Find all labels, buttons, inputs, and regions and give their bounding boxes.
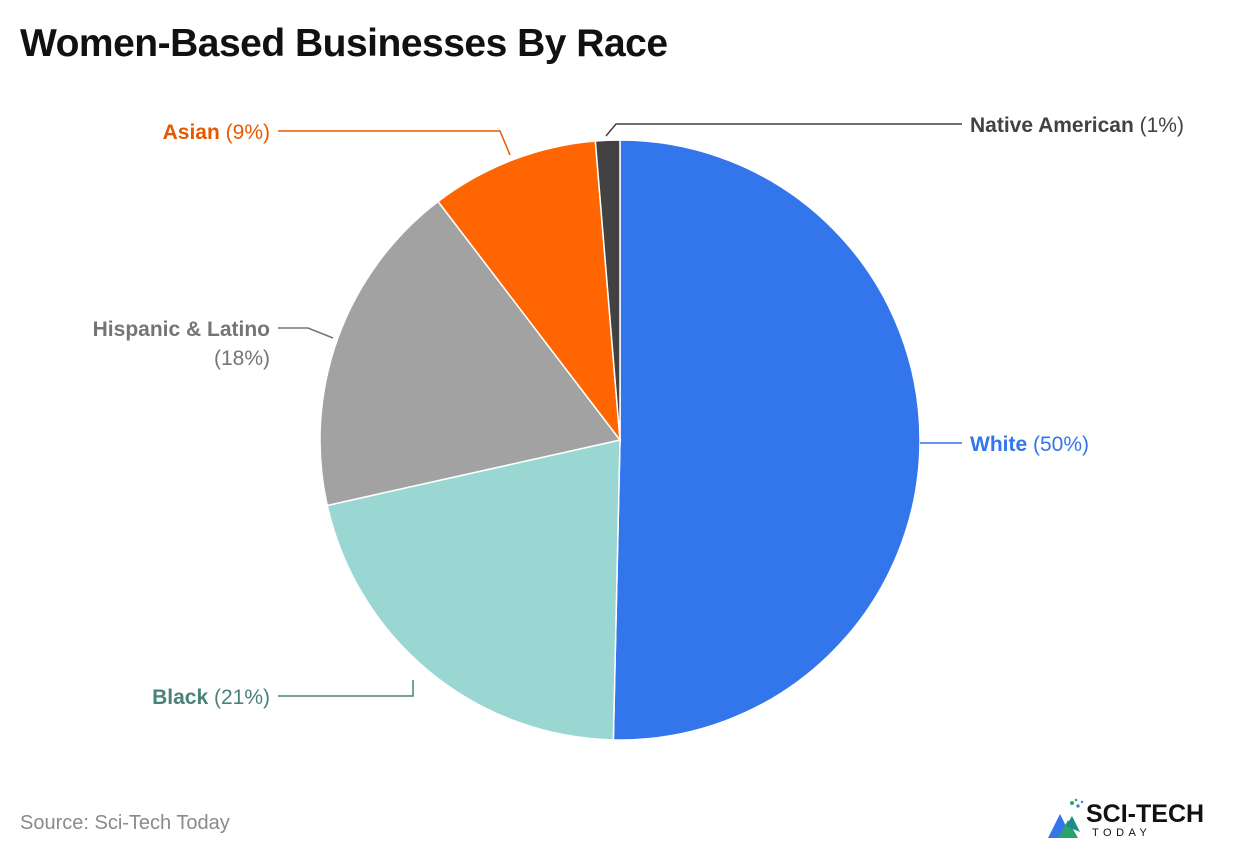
- logo-subtitle: TODAY: [1092, 827, 1152, 839]
- chart-title: Women-Based Businesses By Race: [20, 22, 668, 65]
- pie-slice-black: [326, 439, 621, 741]
- slice-label-native-american: Native American (1%): [970, 114, 1184, 137]
- leader-line-native-american: [605, 123, 962, 137]
- leader-line-asian: [278, 130, 511, 156]
- slice-label-white: White (50%): [970, 433, 1089, 456]
- leader-line-hispanic-latino: [278, 327, 334, 339]
- slice-label-asian: Asian (9%): [163, 121, 270, 144]
- slice-label-black: Black (21%): [152, 686, 270, 709]
- pie-slice-hispanic-latino: [319, 200, 622, 507]
- slice-value-hispanic-latino: (18%): [214, 347, 270, 370]
- pie-slice-asian: [436, 140, 621, 443]
- pie-slice-white: [612, 139, 921, 741]
- logo-wordmark: SCI-TECH: [1086, 800, 1205, 828]
- brand-logo: SCI-TECH TODAY: [1046, 798, 1226, 844]
- leader-line-black: [278, 680, 414, 697]
- slice-label-hispanic-latino: Hispanic & Latino: [93, 318, 270, 341]
- pie-slice-native-american: [594, 139, 621, 441]
- sci-tech-logo-icon: [1048, 798, 1084, 838]
- source-note: Source: Sci-Tech Today: [20, 812, 230, 834]
